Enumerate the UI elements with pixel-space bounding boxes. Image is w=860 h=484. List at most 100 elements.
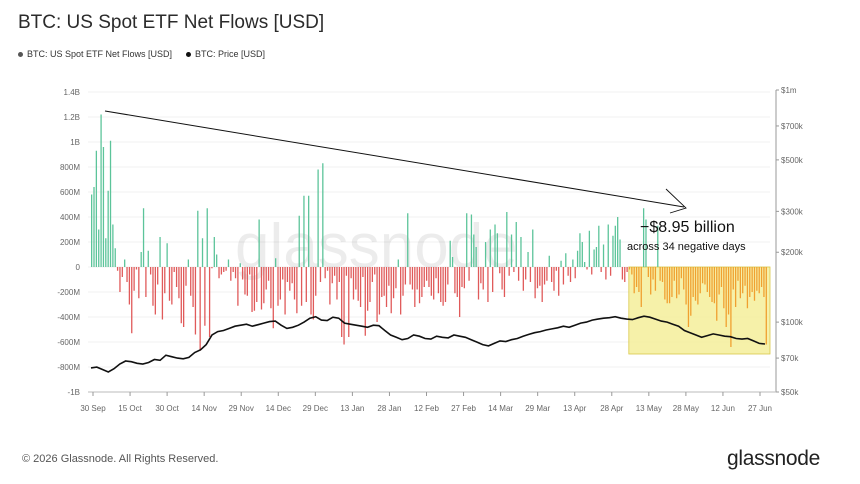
- flow-bar: [371, 267, 374, 282]
- flow-bar: [230, 267, 232, 281]
- legend-item-price[interactable]: BTC: Price [USD]: [186, 49, 265, 59]
- flow-bar: [737, 267, 739, 281]
- flow-bar: [600, 267, 602, 272]
- x-tick-label: 15 Oct: [118, 404, 142, 413]
- flow-bar: [487, 267, 489, 302]
- flow-bar: [435, 267, 437, 279]
- x-tick-label: 29 Nov: [229, 404, 254, 413]
- flow-bar: [253, 267, 256, 311]
- x-tick-label: 27 Feb: [451, 404, 476, 413]
- flow-bar: [510, 234, 513, 267]
- flow-bar: [93, 187, 95, 267]
- flow-bar: [716, 267, 718, 321]
- flow-bar: [527, 252, 529, 267]
- flow-bar: [572, 259, 574, 267]
- flow-bar: [310, 267, 312, 315]
- flow-bar: [366, 267, 369, 311]
- flow-bar: [331, 267, 333, 284]
- y-left-tick-label: 800M: [60, 163, 80, 172]
- flow-bar: [437, 267, 440, 294]
- flow-bar: [376, 267, 378, 322]
- flow-bar: [100, 114, 102, 267]
- flow-bar: [145, 267, 147, 297]
- flow-bar: [652, 267, 654, 280]
- flow-bar: [701, 267, 704, 284]
- x-tick-label: 14 Nov: [191, 404, 216, 413]
- flow-bar: [548, 255, 550, 267]
- flow-bar: [480, 267, 482, 284]
- flow-bar: [732, 267, 734, 290]
- annotation-subtitle: across 34 negative days: [627, 241, 746, 253]
- flow-bar: [300, 267, 303, 306]
- flow-bar: [390, 267, 392, 314]
- flow-bar: [501, 267, 503, 290]
- flow-bar: [550, 267, 553, 282]
- flow-bar: [440, 267, 442, 302]
- flow-bar: [126, 267, 128, 282]
- flow-bar: [402, 267, 404, 296]
- flow-bar: [697, 267, 699, 305]
- flow-bar: [119, 267, 121, 292]
- left-axis: 1.4B 1.2B 1B 800M 600M 400M 200M 0 -200M -400M -60…: [57, 88, 80, 397]
- flow-bar: [444, 267, 447, 302]
- flow-bar: [395, 267, 397, 289]
- flow-bar: [95, 150, 98, 267]
- flow-bar: [208, 267, 211, 337]
- flow-bar: [734, 267, 737, 307]
- annotation-total: −$8.95 billion: [640, 219, 735, 236]
- flow-bar: [223, 267, 225, 272]
- flow-bar: [461, 267, 463, 287]
- flow-bar: [322, 163, 324, 267]
- flow-bar: [482, 267, 484, 290]
- flow-bar: [588, 230, 591, 267]
- flow-bar: [98, 229, 100, 267]
- legend-label-flows: BTC: US Spot ETF Net Flows [USD]: [27, 49, 173, 59]
- flow-bar: [161, 267, 164, 320]
- flow-bar: [343, 267, 345, 345]
- flow-bar: [711, 267, 713, 302]
- flow-bar: [138, 267, 140, 299]
- y-left-tick-label: 0: [76, 263, 81, 272]
- flow-bar: [442, 267, 444, 306]
- flow-bar: [598, 225, 600, 267]
- flow-bar: [173, 267, 175, 272]
- flow-bar: [164, 267, 166, 294]
- flow-bar: [227, 259, 230, 267]
- flow-bar: [713, 267, 716, 304]
- flow-bar: [470, 214, 473, 267]
- flow-bar: [517, 267, 520, 281]
- flow-bar: [246, 267, 248, 296]
- x-tick-label: 12 Feb: [414, 404, 439, 413]
- flow-bar: [746, 267, 749, 309]
- flow-bar: [374, 267, 376, 275]
- flow-bar: [751, 267, 753, 292]
- y-right-tick-label: $300k: [781, 207, 804, 216]
- y-left-tick-label: 1.2B: [64, 113, 80, 122]
- flow-bar: [607, 224, 609, 267]
- flow-bar: [687, 267, 690, 327]
- flow-bar: [680, 267, 683, 279]
- flow-bar: [263, 267, 265, 304]
- legend-item-flows[interactable]: BTC: US Spot ETF Net Flows [USD]: [18, 49, 172, 59]
- y-left-tick-label: 600M: [60, 188, 80, 197]
- flow-bar: [428, 267, 430, 287]
- flow-bar: [256, 267, 258, 302]
- y-right-tick-label: $50k: [781, 388, 799, 397]
- flow-bar: [133, 267, 135, 291]
- flow-bar: [244, 267, 246, 295]
- flow-bar: [352, 267, 355, 300]
- flow-bar: [121, 267, 123, 277]
- flow-bar: [503, 267, 506, 297]
- flow-bar: [473, 234, 475, 267]
- flow-bar: [661, 267, 664, 282]
- flow-bar: [749, 267, 751, 297]
- flow-bar: [718, 267, 720, 295]
- flow-bar: [635, 267, 638, 287]
- x-tick-label: 27 Jun: [748, 404, 772, 413]
- flow-bar: [303, 195, 305, 267]
- brand-logo: glassnode: [727, 447, 821, 470]
- flow-bar: [114, 248, 116, 267]
- chart-title: BTC: US Spot ETF Net Flows [USD]: [18, 12, 325, 33]
- flow-bar: [657, 225, 659, 267]
- flow-bar: [586, 267, 588, 270]
